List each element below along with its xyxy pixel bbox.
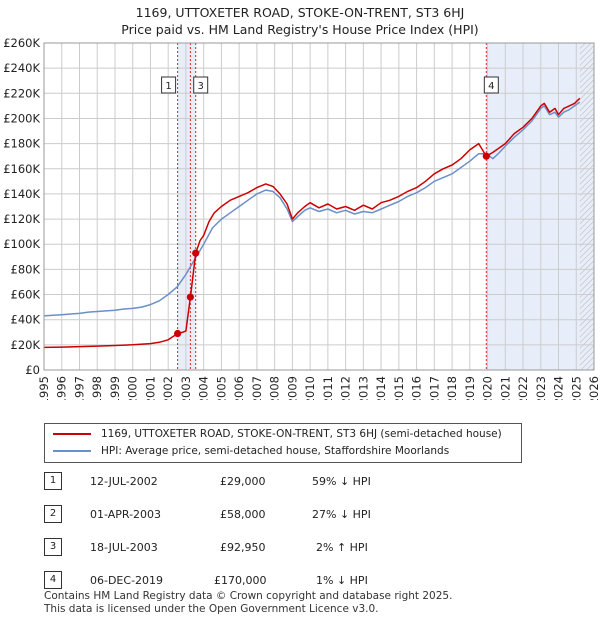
transaction-date: 12-JUL-2002: [90, 475, 158, 488]
legend-item-property: 1169, UTTOXETER ROAD, STOKE-ON-TRENT, ST…: [53, 428, 502, 444]
legend-swatch-property: [53, 433, 91, 435]
x-tick-label: 2011: [321, 376, 335, 400]
x-tick-label: 2000: [126, 376, 140, 400]
transaction-number: 1: [44, 472, 62, 490]
marker-box: [193, 76, 209, 94]
transaction-date: 06-DEC-2019: [90, 574, 164, 587]
x-tick-label: 2006: [232, 376, 246, 400]
property-price-line: [43, 97, 581, 349]
x-tick-label: 2019: [463, 376, 477, 400]
transaction-date: 01-APR-2003: [90, 508, 162, 521]
legend-swatch-hpi: [53, 450, 91, 452]
x-tick-label: 2021: [498, 376, 512, 400]
x-tick-label: 2005: [214, 376, 228, 400]
y-tick-label: £140K: [3, 187, 40, 201]
transaction-number: 3: [44, 538, 62, 556]
transaction-marker: [186, 293, 194, 301]
y-tick-label: £160K: [3, 162, 40, 176]
x-tick-label: 2012: [339, 376, 353, 400]
x-tick-label: 2001: [143, 376, 157, 400]
y-tick-label: £220K: [3, 86, 40, 100]
x-tick-label: 2007: [250, 376, 264, 400]
y-tick-label: £180K: [3, 137, 40, 151]
legend-label-hpi: HPI: Average price, semi-detached house,…: [101, 445, 450, 457]
transaction-hpi: 59% ↓ HPI: [312, 475, 371, 488]
y-tick-label: £0: [25, 363, 40, 377]
hpi-line: [43, 101, 581, 317]
transaction-hpi: 2% ↑ HPI: [316, 541, 368, 554]
x-tick-label: 2013: [356, 376, 370, 400]
shaded-period: [486, 43, 594, 370]
transaction-price: £58,000: [220, 508, 266, 521]
table-row: 3 18-JUL-2003 £92,950 2% ↑ HPI: [44, 538, 464, 571]
x-tick-label: 2010: [303, 376, 317, 400]
table-row: 1 12-JUL-2002 £29,000 59% ↓ HPI: [44, 472, 464, 505]
x-tick-label: 2004: [197, 376, 211, 400]
y-tick-label: £260K: [3, 36, 40, 50]
x-tick-label: 1995: [37, 376, 51, 400]
x-tick-label: 2008: [268, 376, 282, 400]
marker-box-label: 4: [488, 81, 494, 92]
transaction-price: £92,950: [220, 541, 266, 554]
transaction-number: 4: [44, 571, 62, 589]
x-tick-label: 2018: [445, 376, 459, 400]
legend-item-hpi: HPI: Average price, semi-detached house,…: [53, 445, 449, 461]
x-tick-label: 2026: [587, 376, 600, 400]
y-tick-label: £60K: [11, 288, 41, 302]
plot-border: [43, 42, 595, 371]
chart-title: 1169, UTTOXETER ROAD, STOKE-ON-TRENT, ST…: [135, 5, 465, 20]
transaction-marker: [192, 249, 200, 257]
x-tick-label: 2003: [179, 376, 193, 400]
x-tick-label: 2016: [410, 376, 424, 400]
marker-box-label: 3: [198, 81, 204, 92]
y-tick-label: £100K: [3, 237, 40, 251]
y-tick-label: £240K: [3, 61, 40, 75]
transaction-price: £29,000: [220, 475, 266, 488]
transaction-date: 18-JUL-2003: [90, 541, 158, 554]
x-tick-label: 2014: [374, 376, 388, 400]
footer-copyright: Contains HM Land Registry data © Crown c…: [44, 590, 453, 602]
transaction-number: 2: [44, 505, 62, 523]
x-tick-label: 2024: [552, 376, 566, 400]
transaction-marker: [482, 152, 490, 160]
x-tick-label: 1997: [72, 376, 86, 400]
transactions-table: 1 12-JUL-2002 £29,000 59% ↓ HPI 2 01-APR…: [44, 472, 464, 604]
legend-label-property: 1169, UTTOXETER ROAD, STOKE-ON-TRENT, ST…: [101, 428, 502, 440]
x-tick-label: 2002: [161, 376, 175, 400]
y-tick-label: £40K: [11, 313, 41, 327]
y-tick-label: £120K: [3, 212, 40, 226]
y-tick-label: £80K: [11, 262, 41, 276]
x-tick-label: 1996: [55, 376, 69, 400]
marker-box: [161, 76, 177, 94]
transaction-marker: [173, 329, 182, 338]
marker-box-label: 1: [165, 81, 171, 92]
x-tick-label: 2022: [516, 376, 530, 400]
transaction-hpi: 1% ↓ HPI: [316, 574, 368, 587]
x-tick-label: 1999: [108, 376, 122, 400]
forecast-hatch: [579, 43, 594, 370]
x-tick-label: 2023: [534, 376, 548, 400]
footer-licence: This data is licensed under the Open Gov…: [44, 603, 379, 615]
marker-box: [483, 76, 499, 94]
x-tick-label: 2020: [481, 376, 495, 400]
table-row: 4 06-DEC-2019 £170,000 1% ↓ HPI: [44, 571, 464, 604]
table-row: 2 01-APR-2003 £58,000 27% ↓ HPI: [44, 505, 464, 538]
chart-subtitle: Price paid vs. HM Land Registry's House …: [121, 22, 479, 37]
x-tick-label: 2017: [427, 376, 441, 400]
x-tick-label: 2025: [569, 376, 583, 400]
y-tick-label: £200K: [3, 111, 40, 125]
x-tick-label: 2009: [285, 376, 299, 400]
transaction-price: £170,000: [214, 574, 267, 587]
x-tick-label: 1998: [90, 376, 104, 400]
y-tick-label: £20K: [11, 338, 41, 352]
chart-area: 1 3 4 £0 £20K £40K £60K £80K £100K £120K £140K £16…: [3, 36, 600, 400]
chart-legend: 1169, UTTOXETER ROAD, STOKE-ON-TRENT, ST…: [44, 423, 522, 463]
x-tick-label: 2015: [392, 376, 406, 400]
transaction-hpi: 27% ↓ HPI: [312, 508, 371, 521]
